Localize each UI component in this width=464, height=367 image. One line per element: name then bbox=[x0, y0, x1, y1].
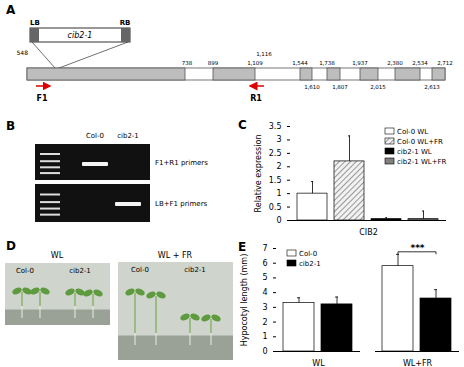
svg-text:2,534: 2,534 bbox=[412, 60, 428, 66]
svg-text:cib2-1 WL: cib2-1 WL bbox=[397, 148, 432, 156]
svg-text:3: 3 bbox=[276, 135, 281, 144]
svg-text:R1: R1 bbox=[250, 94, 262, 103]
svg-text:cib2-1: cib2-1 bbox=[184, 266, 206, 274]
svg-text:cib2-1: cib2-1 bbox=[117, 132, 139, 140]
svg-text:D: D bbox=[6, 239, 16, 253]
svg-text:899: 899 bbox=[208, 60, 219, 66]
svg-text:2: 2 bbox=[262, 318, 267, 327]
svg-text:4: 4 bbox=[262, 288, 267, 297]
svg-text:WL: WL bbox=[312, 359, 325, 367]
svg-text:6: 6 bbox=[262, 259, 267, 268]
svg-text:B: B bbox=[6, 119, 15, 133]
html-text:C: C bbox=[238, 118, 247, 132]
svg-text:WL: WL bbox=[51, 251, 64, 260]
svg-text:Col-0: Col-0 bbox=[86, 132, 104, 140]
svg-text:cib2-1: cib2-1 bbox=[68, 31, 93, 40]
svg-text:1,937: 1,937 bbox=[352, 60, 368, 66]
svg-text:548: 548 bbox=[17, 49, 29, 56]
svg-text:2,712: 2,712 bbox=[437, 60, 453, 66]
svg-text:Col-0 WL: Col-0 WL bbox=[397, 128, 428, 136]
svg-text:cib2-1: cib2-1 bbox=[299, 260, 321, 268]
html-text:E: E bbox=[238, 240, 247, 254]
svg-text:***: *** bbox=[410, 243, 424, 253]
svg-text:CIB2: CIB2 bbox=[359, 228, 378, 236]
svg-text:F1: F1 bbox=[36, 94, 47, 103]
svg-text:7: 7 bbox=[262, 244, 267, 253]
svg-text:F1+R1 primers: F1+R1 primers bbox=[155, 159, 208, 167]
svg-text:RB: RB bbox=[120, 19, 131, 27]
svg-text:1,109: 1,109 bbox=[247, 60, 263, 66]
svg-text:1: 1 bbox=[262, 332, 267, 341]
svg-text:2: 2 bbox=[276, 162, 281, 171]
svg-text:LB: LB bbox=[30, 19, 40, 27]
svg-text:3: 3 bbox=[262, 303, 267, 312]
svg-text:1,738: 1,738 bbox=[319, 60, 335, 66]
svg-text:Relative expression: Relative expression bbox=[254, 135, 263, 213]
svg-text:0: 0 bbox=[276, 216, 281, 225]
svg-text:LB+F1 primers: LB+F1 primers bbox=[155, 200, 208, 208]
svg-text:2,613: 2,613 bbox=[424, 84, 440, 90]
svg-text:Hypocotyl length (mm): Hypocotyl length (mm) bbox=[240, 254, 249, 347]
svg-text:0.5: 0.5 bbox=[269, 203, 282, 212]
svg-text:3.5: 3.5 bbox=[269, 122, 282, 131]
svg-text:738: 738 bbox=[182, 60, 193, 66]
svg-text:WL+FR: WL+FR bbox=[403, 359, 433, 367]
svg-text:Col-0 WL+FR: Col-0 WL+FR bbox=[397, 138, 443, 146]
svg-text:WL + FR: WL + FR bbox=[158, 251, 193, 260]
svg-text:A: A bbox=[6, 3, 16, 17]
svg-text:5: 5 bbox=[262, 273, 267, 282]
svg-text:2.5: 2.5 bbox=[269, 149, 282, 158]
svg-text:cib2-1 WL+FR: cib2-1 WL+FR bbox=[397, 158, 447, 166]
svg-text:2,015: 2,015 bbox=[370, 84, 386, 90]
svg-text:1,116: 1,116 bbox=[256, 51, 272, 57]
svg-text:1,807: 1,807 bbox=[332, 84, 348, 90]
svg-text:2,380: 2,380 bbox=[387, 60, 403, 66]
svg-text:1,610: 1,610 bbox=[304, 84, 320, 90]
svg-text:cib2-1: cib2-1 bbox=[69, 267, 91, 275]
svg-text:1.5: 1.5 bbox=[269, 176, 282, 185]
svg-text:Col-0: Col-0 bbox=[299, 250, 317, 258]
svg-text:1,544: 1,544 bbox=[292, 60, 308, 66]
svg-text:1: 1 bbox=[276, 189, 281, 198]
svg-text:0: 0 bbox=[262, 347, 267, 356]
svg-text:Col-0: Col-0 bbox=[16, 267, 34, 275]
svg-text:Col-0: Col-0 bbox=[131, 266, 149, 274]
